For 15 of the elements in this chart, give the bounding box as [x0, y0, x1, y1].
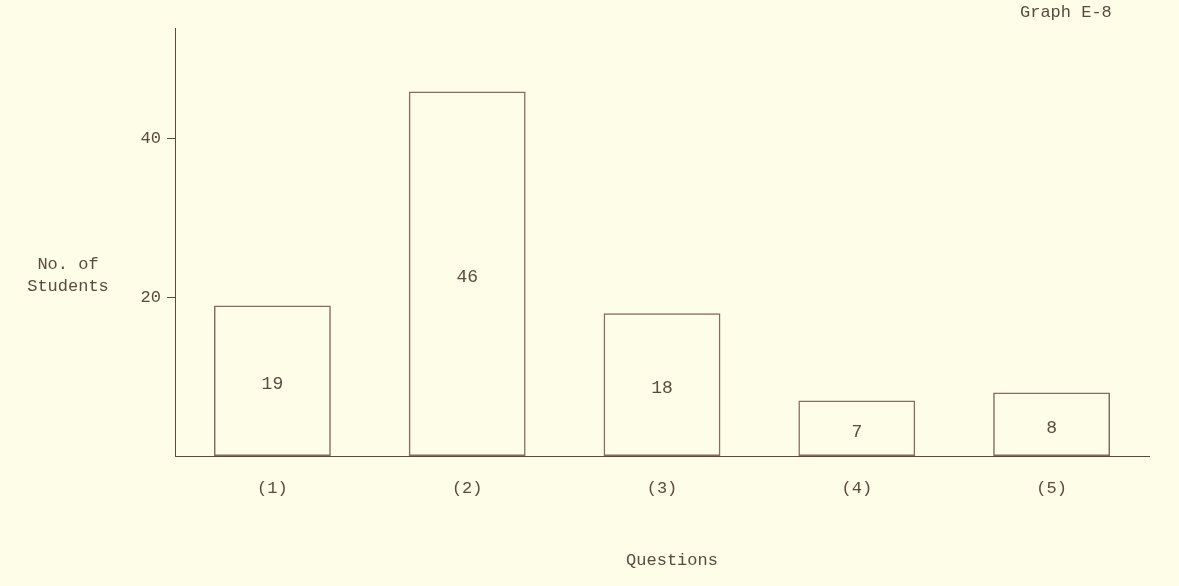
- data-label: 19: [261, 374, 284, 395]
- y-axis-title: No. of Students: [27, 254, 109, 296]
- x-tick-label: (5): [1036, 478, 1067, 498]
- x-tick-label: (3): [646, 478, 678, 498]
- y-tick-label: 40: [140, 129, 161, 149]
- x-tick-label: (4): [841, 478, 873, 498]
- data-label: 18: [651, 378, 673, 399]
- data-label: 7: [851, 422, 863, 443]
- x-axis-title: Questions: [626, 550, 718, 570]
- y-tick-label: 20: [140, 287, 161, 307]
- x-tick-label: (2): [451, 478, 483, 498]
- x-tick-label: (1): [257, 478, 288, 498]
- chart-title: Graph E-8: [1020, 3, 1112, 22]
- data-label: 8: [1046, 418, 1058, 439]
- data-label: 46: [456, 267, 478, 288]
